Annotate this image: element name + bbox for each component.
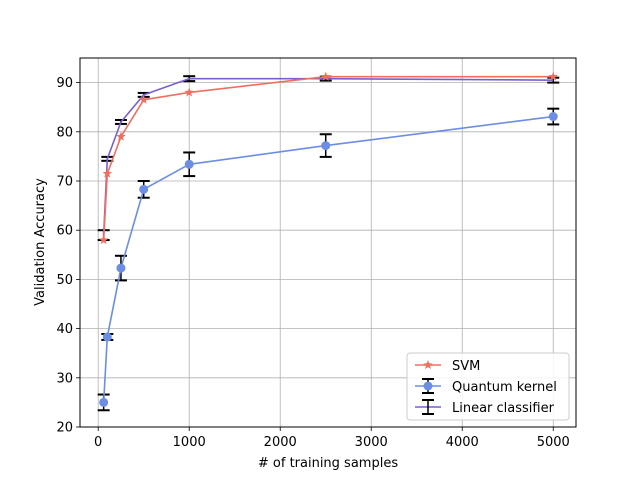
svm-line xyxy=(102,75,554,241)
y-tick-label: 90 xyxy=(56,76,73,91)
legend: SVM Quantum kernel Linear classifier xyxy=(406,352,570,421)
y-axis-label: Validation Accuracy xyxy=(33,178,48,306)
legend-box xyxy=(406,352,570,421)
svm-point xyxy=(138,94,149,104)
legend-label: Quantum kernel xyxy=(452,380,557,395)
svm-point xyxy=(548,71,558,81)
quantum-kernel-point xyxy=(99,397,109,407)
svm-point xyxy=(184,87,194,97)
quantum-kernel-series xyxy=(97,107,560,412)
quantum-kernel-point xyxy=(139,184,149,194)
y-tick-label: 40 xyxy=(56,322,73,337)
y-tick-label: 70 xyxy=(56,175,73,190)
quantum-kernel-point xyxy=(548,112,558,122)
y-tick-label: 60 xyxy=(56,224,73,239)
quantum-kernel-point xyxy=(102,332,112,342)
svm-point xyxy=(116,131,126,141)
y-tick-label: 50 xyxy=(56,273,73,288)
quantum-kernel-point xyxy=(321,141,331,151)
quantum-kernel-point xyxy=(184,159,194,169)
legend-marker xyxy=(423,381,433,391)
plot-frame xyxy=(79,57,577,428)
series-layer xyxy=(97,71,560,412)
legend-label: Linear classifier xyxy=(452,401,555,416)
x-tick-label: 5000 xyxy=(537,435,570,450)
x-tick-label: 0 xyxy=(94,435,102,450)
y-tick-label: 80 xyxy=(56,125,73,140)
legend-item-linear-classifier: Linear classifier xyxy=(415,399,555,416)
x-tick-label: 2000 xyxy=(264,435,297,450)
legend-item-quantum-kernel: Quantum kernel xyxy=(415,378,557,395)
x-axis-label: # of training samples xyxy=(258,456,398,471)
x-tick-label: 3000 xyxy=(355,435,388,450)
svm-point xyxy=(102,168,113,178)
linear-classifier-series xyxy=(97,75,560,242)
legend-label: SVM xyxy=(452,359,480,374)
svm-point xyxy=(320,71,331,81)
legend-marker xyxy=(423,360,433,370)
svm-series xyxy=(98,71,558,245)
quantum-kernel-point xyxy=(116,263,126,273)
y-tick-label: 20 xyxy=(56,421,73,436)
legend-item-svm: SVM xyxy=(415,359,480,374)
svm-point xyxy=(98,235,109,245)
x-tick-label: 4000 xyxy=(446,435,479,450)
x-tick-label: 1000 xyxy=(173,435,206,450)
axis-ticks: 0 1000 2000 3000 4000 5000 20 30 40 50 60 70 80 90 xyxy=(56,76,569,450)
y-tick-label: 30 xyxy=(56,371,73,386)
